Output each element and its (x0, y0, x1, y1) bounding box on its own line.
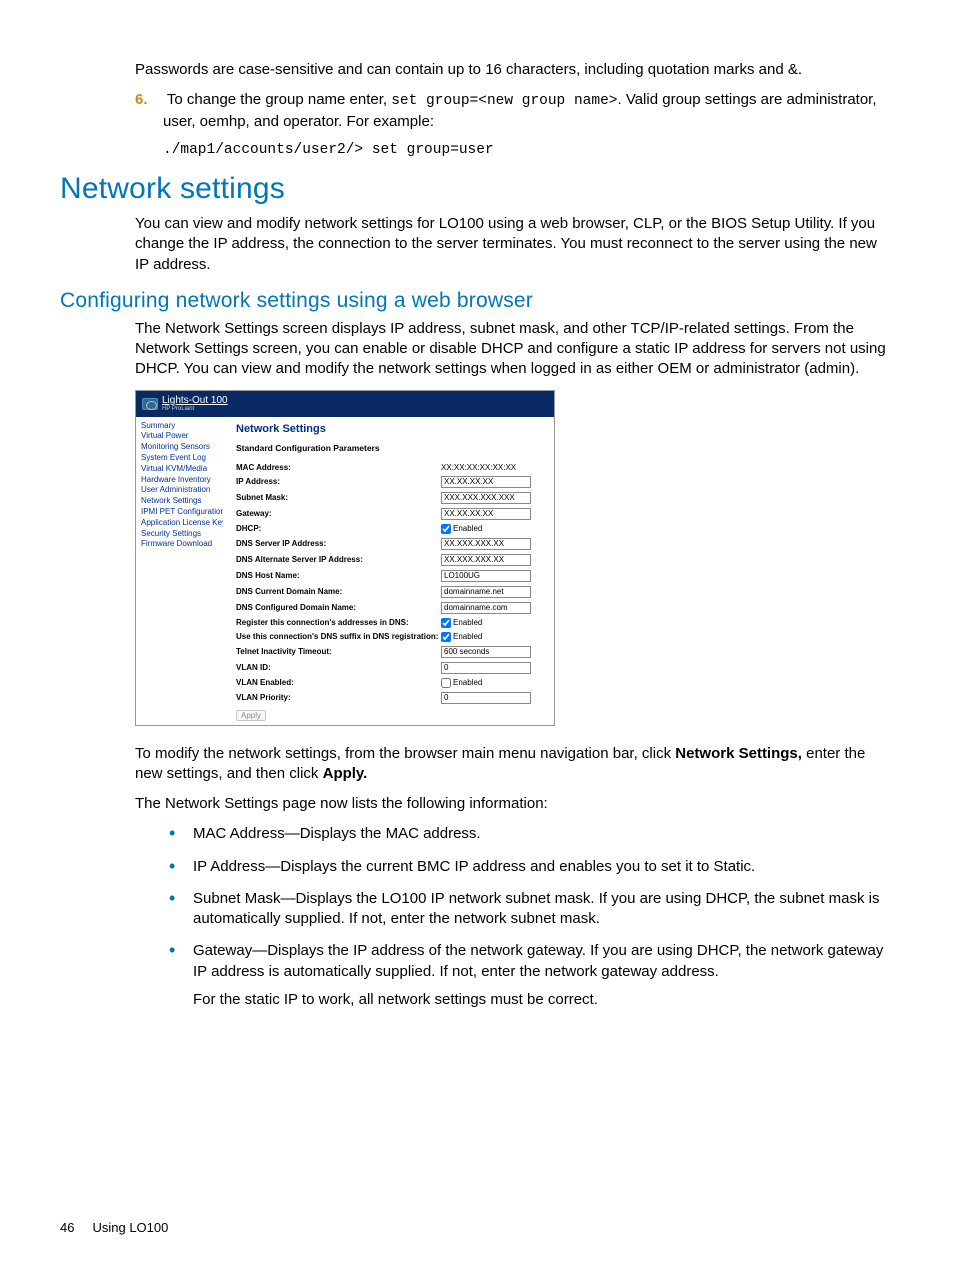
panel-title: Network Settings (236, 423, 546, 435)
step-6: 6. To change the group name enter, set g… (163, 90, 894, 132)
nav-item[interactable]: Network Settings (141, 496, 223, 507)
config-input[interactable] (441, 508, 531, 520)
config-label: Use this connection's DNS suffix in DNS … (236, 632, 441, 641)
config-row: DNS Current Domain Name: (236, 586, 546, 598)
config-label: DNS Server IP Address: (236, 539, 441, 548)
config-row: Use this connection's DNS suffix in DNS … (236, 632, 546, 642)
panel-subtitle: Standard Configuration Parameters (236, 443, 546, 453)
config-input[interactable] (441, 662, 531, 674)
config-row: VLAN Enabled: Enabled (236, 678, 546, 688)
screenshot-title: Lights-Out 100 (162, 396, 228, 406)
config-label: DNS Host Name: (236, 571, 441, 580)
config-label: Subnet Mask: (236, 493, 441, 502)
code-block: ./map1/accounts/user2/> set group=user (163, 142, 894, 158)
step6-text-a: To change the group name enter, (167, 91, 391, 108)
config-input[interactable] (441, 602, 531, 614)
config-label: DHCP: (236, 524, 441, 533)
config-checkbox[interactable] (441, 632, 451, 642)
config-label: VLAN Priority: (236, 693, 441, 702)
config-label: VLAN ID: (236, 663, 441, 672)
password-note: Passwords are case-sensitive and can con… (135, 60, 894, 80)
config-row: MAC Address:XX:XX:XX:XX:XX:XX (236, 463, 546, 472)
heading-network-settings: Network settings (60, 172, 894, 206)
config-row: Register this connection's addresses in … (236, 618, 546, 628)
checkbox-label: Enabled (453, 618, 482, 627)
config-input[interactable] (441, 538, 531, 550)
list-item: MAC Address—Displays the MAC address. (163, 824, 894, 844)
checkbox-label: Enabled (453, 632, 482, 641)
network-settings-screenshot: Lights-Out 100 HP ProLiant SummaryVirtua… (135, 390, 555, 726)
config-row: IP Address: (236, 476, 546, 488)
info-intro: The Network Settings page now lists the … (135, 794, 894, 814)
config-input[interactable] (441, 492, 531, 504)
config-input[interactable] (441, 692, 531, 704)
nav-item[interactable]: User Administration (141, 485, 223, 496)
config-row: Telnet Inactivity Timeout: (236, 646, 546, 658)
config-label: DNS Configured Domain Name: (236, 603, 441, 612)
config-input[interactable] (441, 646, 531, 658)
page-number: 46 (60, 1220, 74, 1235)
config-row: DNS Configured Domain Name: (236, 602, 546, 614)
config-row: DNS Host Name: (236, 570, 546, 582)
config-label: Telnet Inactivity Timeout: (236, 647, 441, 656)
config-row: VLAN Priority: (236, 692, 546, 704)
nav-item[interactable]: Firmware Download (141, 539, 223, 550)
checkbox-label: Enabled (453, 678, 482, 687)
config-row: DNS Server IP Address: (236, 538, 546, 550)
network-intro: You can view and modify network settings… (135, 214, 894, 275)
config-row: DHCP: Enabled (236, 524, 546, 534)
list-item: Subnet Mask—Displays the LO100 IP networ… (163, 889, 894, 930)
config-label: MAC Address: (236, 463, 441, 472)
modify-instructions: To modify the network settings, from the… (135, 744, 894, 785)
config-label: IP Address: (236, 477, 441, 486)
nav-item[interactable]: Security Settings (141, 529, 223, 540)
nav-item[interactable]: Summary (141, 421, 223, 432)
config-checkbox[interactable] (441, 618, 451, 628)
hp-logo-icon (142, 398, 158, 410)
config-input[interactable] (441, 476, 531, 488)
config-label: DNS Alternate Server IP Address: (236, 555, 441, 564)
config-value: XX:XX:XX:XX:XX:XX (441, 463, 516, 472)
nav-item[interactable]: Application License Key (141, 518, 223, 529)
config-checkbox[interactable] (441, 524, 451, 534)
screenshot-subtitle: HP ProLiant (162, 406, 228, 412)
config-row: VLAN ID: (236, 662, 546, 674)
checkbox-label: Enabled (453, 524, 482, 533)
screenshot-main: Network Settings Standard Configuration … (228, 417, 554, 725)
page-footer: 46 Using LO100 (60, 1220, 168, 1235)
screenshot-nav: SummaryVirtual PowerMonitoring SensorsSy… (136, 417, 228, 725)
config-input[interactable] (441, 554, 531, 566)
config-row: Gateway: (236, 508, 546, 520)
config-input[interactable] (441, 586, 531, 598)
screenshot-header: Lights-Out 100 HP ProLiant (136, 391, 554, 417)
info-list: MAC Address—Displays the MAC address. IP … (163, 824, 894, 1010)
config-web-desc: The Network Settings screen displays IP … (135, 319, 894, 380)
apply-button[interactable]: Apply (236, 710, 266, 721)
config-label: Gateway: (236, 509, 441, 518)
list-item: Gateway—Displays the IP address of the n… (163, 941, 894, 1010)
config-label: Register this connection's addresses in … (236, 618, 441, 627)
footer-title: Using LO100 (92, 1220, 168, 1235)
config-input[interactable] (441, 570, 531, 582)
config-label: VLAN Enabled: (236, 678, 441, 687)
nav-item[interactable]: System Event Log (141, 453, 223, 464)
config-checkbox[interactable] (441, 678, 451, 688)
nav-item[interactable]: Monitoring Sensors (141, 442, 223, 453)
nav-item[interactable]: IPMI PET Configuration (141, 507, 223, 518)
nav-item[interactable]: Virtual KVM/Media (141, 464, 223, 475)
nav-item[interactable]: Hardware Inventory (141, 475, 223, 486)
config-row: DNS Alternate Server IP Address: (236, 554, 546, 566)
list-item-sub: For the static IP to work, all network s… (193, 990, 894, 1010)
config-label: DNS Current Domain Name: (236, 587, 441, 596)
step-number: 6. (135, 90, 163, 110)
nav-item[interactable]: Virtual Power (141, 431, 223, 442)
config-row: Subnet Mask: (236, 492, 546, 504)
step6-inline-code: set group=<new group name> (391, 93, 617, 109)
heading-config-web: Configuring network settings using a web… (60, 289, 894, 313)
list-item: IP Address—Displays the current BMC IP a… (163, 857, 894, 877)
